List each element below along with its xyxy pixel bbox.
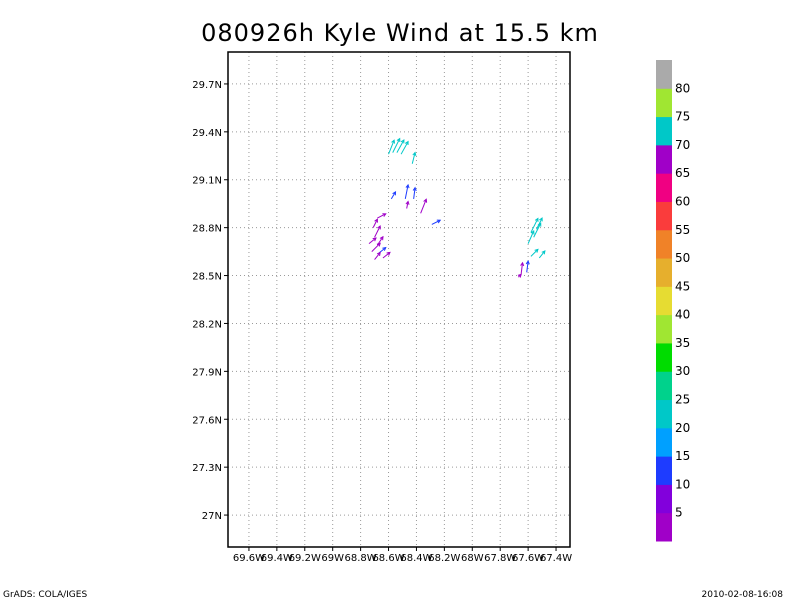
colorbar-swatch [656, 371, 672, 401]
colorbar-label: 5 [675, 506, 683, 520]
colorbar-label: 50 [675, 251, 690, 265]
wind-vector [396, 139, 405, 153]
colorbar-label: 65 [675, 166, 690, 180]
colorbar-swatch [656, 88, 672, 118]
colorbar-swatch [656, 144, 672, 174]
colorbar-swatch [656, 512, 672, 542]
wind-vector [405, 200, 410, 209]
colorbar-swatch [656, 229, 672, 259]
colorbar-label: 75 [675, 110, 690, 124]
wind-vector [377, 213, 387, 219]
colorbar-label: 15 [675, 449, 690, 463]
chart-title: 080926h Kyle Wind at 15.5 km [201, 19, 599, 47]
wind-vectors [368, 137, 546, 278]
colorbar-swatch [656, 456, 672, 485]
colorbar-swatch [656, 427, 672, 457]
wind-vector [525, 260, 530, 273]
colorbar-swatch [656, 60, 672, 89]
wind-vector [530, 217, 539, 233]
footer-timestamp: 2010-02-08-16:08 [702, 590, 784, 600]
colorbar-label: 35 [675, 336, 690, 350]
y-tick-label: 28.5N [192, 272, 222, 283]
y-tick-label: 27N [202, 511, 222, 522]
wind-vector [404, 183, 410, 200]
wind-vector [400, 140, 409, 155]
x-tick-label: 68.6W [372, 553, 404, 564]
x-tick-label: 67.4W [540, 553, 572, 564]
colorbar-swatch [656, 399, 672, 429]
colorbar-label: 20 [675, 421, 690, 435]
colorbar-label: 10 [675, 477, 690, 491]
wind-vector [517, 273, 522, 278]
wind-vector [412, 186, 417, 199]
x-tick-label: 68.2W [428, 553, 460, 564]
wind-vector [374, 225, 381, 238]
x-tick-label: 69.2W [289, 553, 321, 564]
wind-vector [382, 251, 391, 259]
colorbar-swatch [656, 314, 672, 344]
y-tick-label: 29.1N [192, 176, 222, 187]
colorbar-swatch [656, 342, 672, 372]
grid-lines [228, 52, 570, 547]
wind-vector [388, 139, 395, 155]
colorbar-label: 40 [675, 308, 690, 322]
y-tick-label: 27.9N [192, 367, 222, 378]
colorbar-label: 60 [675, 194, 690, 208]
colorbar-swatch [656, 116, 672, 146]
y-tick-label: 28.8N [192, 224, 222, 235]
x-tick-label: 69W [321, 553, 344, 564]
wind-vector [431, 219, 442, 225]
x-tick-label: 68.8W [345, 553, 377, 564]
footer-credit: GrADS: COLA/IGES [3, 590, 87, 600]
colorbar-label: 80 [675, 81, 690, 95]
colorbar-swatch [656, 258, 672, 287]
x-tick-label: 67.8W [484, 553, 516, 564]
wind-vector [420, 198, 428, 214]
x-tick-label: 68.4W [400, 553, 432, 564]
colorbar-label: 55 [675, 223, 690, 237]
colorbar-label: 45 [675, 279, 690, 293]
x-tick-label: 69.6W [233, 553, 265, 564]
wind-vector [392, 137, 401, 153]
wind-vector [530, 248, 539, 257]
colorbar-label: 25 [675, 393, 690, 407]
wind-vector [374, 251, 381, 260]
colorbar-swatch [656, 173, 672, 202]
x-tick-label: 68W [461, 553, 484, 564]
y-tick-label: 27.6N [192, 415, 222, 426]
wind-vector [538, 250, 546, 259]
x-tick-label: 67.6W [512, 553, 544, 564]
wind-vector [390, 190, 397, 200]
y-tick-label: 29.7N [192, 80, 222, 91]
wind-vector [536, 217, 543, 230]
colorbar-swatch [656, 286, 672, 316]
y-tick-label: 28.2N [192, 319, 222, 330]
wind-vector [411, 151, 417, 164]
y-axis-ticks: 27N 27.3N 27.6N 27.9N 28.2N 28.5N 28.8N 29.1N 29… [192, 80, 228, 522]
colorbar-label: 30 [675, 364, 690, 378]
colorbar-swatch [656, 484, 672, 514]
wind-vector [371, 242, 381, 252]
wind-vector [372, 218, 378, 228]
colorbar-swatch [656, 201, 672, 231]
x-tick-label: 69.4W [261, 553, 293, 564]
colorbar-label: 70 [675, 138, 690, 152]
plot-frame [227, 51, 571, 548]
colorbar: 5 10 15 20 25 30 35 40 45 50 55 60 65 70 75 80 [656, 60, 690, 542]
y-tick-label: 27.3N [192, 463, 222, 474]
y-tick-label: 29.4N [192, 128, 222, 139]
wind-vector [520, 261, 525, 275]
wind-vector [527, 230, 535, 244]
wind-vector [368, 237, 377, 245]
